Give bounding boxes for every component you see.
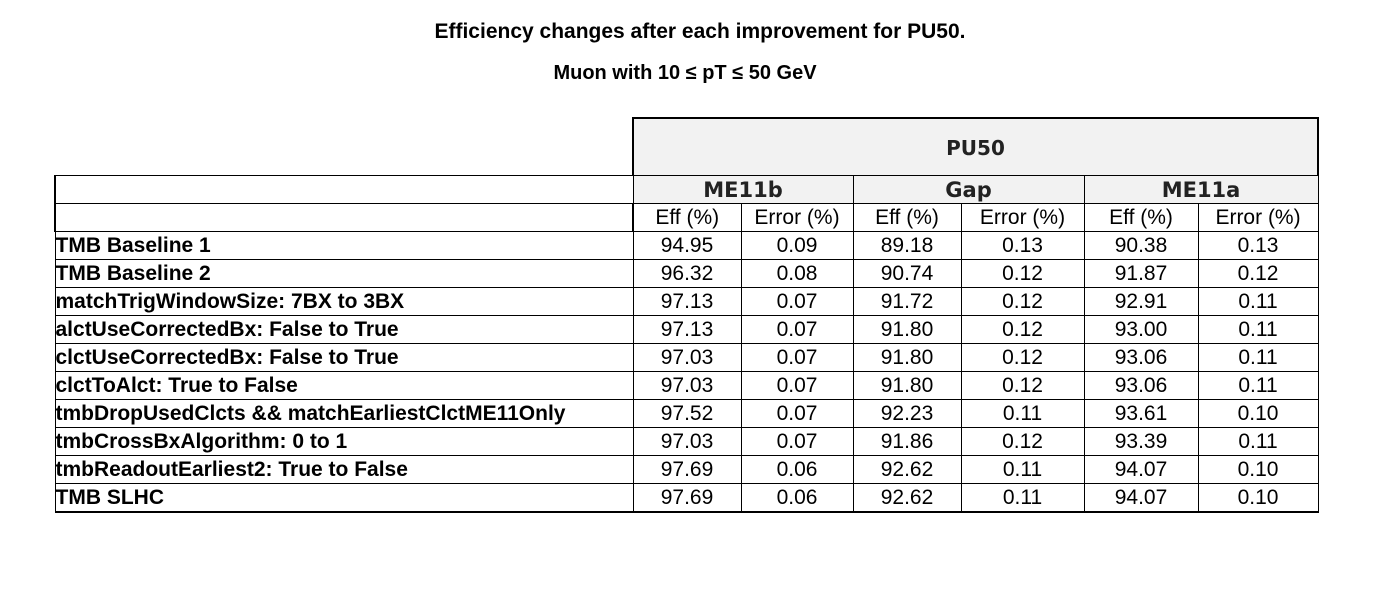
efficiency-cell: 92.62 <box>852 483 962 513</box>
efficiency-cell: 92.91 <box>1083 287 1199 316</box>
efficiency-cell: 91.72 <box>852 287 962 316</box>
column-header-error: Error (%) <box>740 203 854 232</box>
error-cell: 0.11 <box>960 399 1085 428</box>
efficiency-cell: 97.13 <box>632 287 742 316</box>
sub-header-row: Eff (%) Error (%) Eff (%) Error (%) Eff … <box>54 203 1319 232</box>
error-cell: 0.06 <box>740 483 854 513</box>
group-header-row: ME11b Gap ME11a <box>54 175 1319 204</box>
error-cell: 0.11 <box>1197 427 1319 456</box>
error-cell: 0.11 <box>960 455 1085 484</box>
efficiency-cell: 93.39 <box>1083 427 1199 456</box>
error-cell: 0.11 <box>1197 287 1319 316</box>
error-cell: 0.06 <box>740 455 854 484</box>
table-row: tmbCrossBxAlgorithm: 0 to 1 97.03 0.07 91.8… <box>54 427 1319 456</box>
error-cell: 0.12 <box>960 259 1085 288</box>
column-header-error: Error (%) <box>960 203 1085 232</box>
row-label: tmbDropUsedClcts && matchEarliestClctME1… <box>54 399 634 428</box>
efficiency-cell: 89.18 <box>852 231 962 260</box>
error-cell: 0.10 <box>1197 455 1319 484</box>
efficiency-cell: 93.61 <box>1083 399 1199 428</box>
group-header-me11b: ME11b <box>632 175 854 204</box>
group-header-me11a: ME11a <box>1083 175 1319 204</box>
error-cell: 0.11 <box>1197 343 1319 372</box>
row-label: clctToAlct: True to False <box>54 371 634 400</box>
efficiency-cell: 96.32 <box>632 259 742 288</box>
row-label: alctUseCorrectedBx: False to True <box>54 315 634 344</box>
group-header-gap: Gap <box>852 175 1085 204</box>
efficiency-cell: 93.00 <box>1083 315 1199 344</box>
efficiency-cell: 94.95 <box>632 231 742 260</box>
efficiency-cell: 91.86 <box>852 427 962 456</box>
efficiency-table: ME11b Gap ME11a Eff (%) Error (%) Eff (%… <box>54 175 1319 513</box>
table-body: TMB Baseline 1 94.95 0.09 89.18 0.13 90.38 0.1… <box>54 231 1319 513</box>
efficiency-cell: 97.03 <box>632 427 742 456</box>
table-row: TMB Baseline 2 96.32 0.08 90.74 0.12 91.87 0.1… <box>54 259 1319 288</box>
error-cell: 0.07 <box>740 343 854 372</box>
error-cell: 0.08 <box>740 259 854 288</box>
efficiency-cell: 94.07 <box>1083 455 1199 484</box>
efficiency-cell: 97.03 <box>632 343 742 372</box>
row-label: tmbReadoutEarliest2: True to False <box>54 455 634 484</box>
error-cell: 0.07 <box>740 399 854 428</box>
pileup-header: PU50 <box>632 117 1319 176</box>
error-cell: 0.11 <box>1197 315 1319 344</box>
efficiency-cell: 91.80 <box>852 343 962 372</box>
efficiency-cell: 90.38 <box>1083 231 1199 260</box>
error-cell: 0.12 <box>960 343 1085 372</box>
efficiency-cell: 90.74 <box>852 259 962 288</box>
sub-header-blank-cell <box>54 203 634 232</box>
efficiency-cell: 97.69 <box>632 483 742 513</box>
row-label: tmbCrossBxAlgorithm: 0 to 1 <box>54 427 634 456</box>
error-cell: 0.11 <box>960 483 1085 513</box>
error-cell: 0.07 <box>740 315 854 344</box>
error-cell: 0.07 <box>740 427 854 456</box>
row-label: matchTrigWindowSize: 7BX to 3BX <box>54 287 634 316</box>
efficiency-cell: 93.06 <box>1083 371 1199 400</box>
efficiency-cell: 91.80 <box>852 315 962 344</box>
column-header-eff: Eff (%) <box>852 203 962 232</box>
error-cell: 0.12 <box>960 371 1085 400</box>
efficiency-cell: 97.03 <box>632 371 742 400</box>
page-subtitle: Muon with 10 ≤ pT ≤ 50 GeV <box>553 62 817 84</box>
table-row: TMB SLHC 97.69 0.06 92.62 0.11 94.07 0.10 <box>54 483 1319 513</box>
error-cell: 0.12 <box>1197 259 1319 288</box>
row-label: clctUseCorrectedBx: False to True <box>54 343 634 372</box>
efficiency-cell: 94.07 <box>1083 483 1199 513</box>
table-row: tmbReadoutEarliest2: True to False 97.69 0… <box>54 455 1319 484</box>
efficiency-cell: 92.62 <box>852 455 962 484</box>
table-row: clctUseCorrectedBx: False to True 97.03 0.… <box>54 343 1319 372</box>
error-cell: 0.12 <box>960 315 1085 344</box>
error-cell: 0.12 <box>960 287 1085 316</box>
efficiency-cell: 97.13 <box>632 315 742 344</box>
error-cell: 0.10 <box>1197 483 1319 513</box>
error-cell: 0.07 <box>740 371 854 400</box>
error-cell: 0.11 <box>1197 371 1319 400</box>
column-header-eff: Eff (%) <box>1083 203 1199 232</box>
efficiency-cell: 93.06 <box>1083 343 1199 372</box>
efficiency-cell: 91.80 <box>852 371 962 400</box>
column-header-eff: Eff (%) <box>632 203 742 232</box>
error-cell: 0.12 <box>960 427 1085 456</box>
efficiency-cell: 97.52 <box>632 399 742 428</box>
efficiency-cell: 97.69 <box>632 455 742 484</box>
error-cell: 0.09 <box>740 231 854 260</box>
row-label: TMB Baseline 2 <box>54 259 634 288</box>
efficiency-cell: 92.23 <box>852 399 962 428</box>
table-row: alctUseCorrectedBx: False to True 97.13 0.… <box>54 315 1319 344</box>
error-cell: 0.07 <box>740 287 854 316</box>
table-row: clctToAlct: True to False 97.03 0.07 91.80 0… <box>54 371 1319 400</box>
error-cell: 0.13 <box>960 231 1085 260</box>
column-header-error: Error (%) <box>1197 203 1319 232</box>
error-cell: 0.10 <box>1197 399 1319 428</box>
table-row: tmbDropUsedClcts && matchEarliestClctME1… <box>54 399 1319 428</box>
error-cell: 0.13 <box>1197 231 1319 260</box>
page-title: Efficiency changes after each improvemen… <box>434 20 966 43</box>
table-row: TMB Baseline 1 94.95 0.09 89.18 0.13 90.38 0.1… <box>54 231 1319 260</box>
header-blank-cell <box>54 175 634 204</box>
row-label: TMB SLHC <box>54 483 634 513</box>
efficiency-cell: 91.87 <box>1083 259 1199 288</box>
row-label: TMB Baseline 1 <box>54 231 634 260</box>
table-row: matchTrigWindowSize: 7BX to 3BX 97.13 0.07… <box>54 287 1319 316</box>
